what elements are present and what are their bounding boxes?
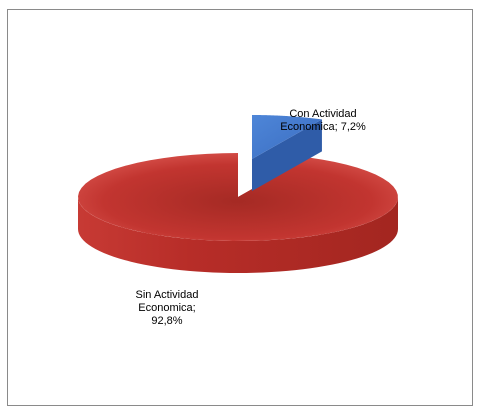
label-line: 92,8%	[151, 315, 183, 327]
slice-top-con-actividad	[252, 115, 322, 159]
slice-label-sin-actividad: Sin Actividad Economica; 92,8%	[112, 289, 222, 328]
slice-top-sin-actividad	[78, 153, 398, 241]
slice-wall-con-actividad-1	[252, 119, 322, 191]
label-line: Con Actividad	[289, 108, 357, 120]
label-line: Economica;	[138, 302, 196, 314]
label-line: Sin Actividad	[135, 289, 199, 301]
slice-side-sin-actividad	[78, 197, 398, 273]
slice-label-con-actividad: Con Actividad Economica; 7,2%	[258, 108, 388, 134]
label-line: Economica; 7,2%	[280, 121, 366, 133]
